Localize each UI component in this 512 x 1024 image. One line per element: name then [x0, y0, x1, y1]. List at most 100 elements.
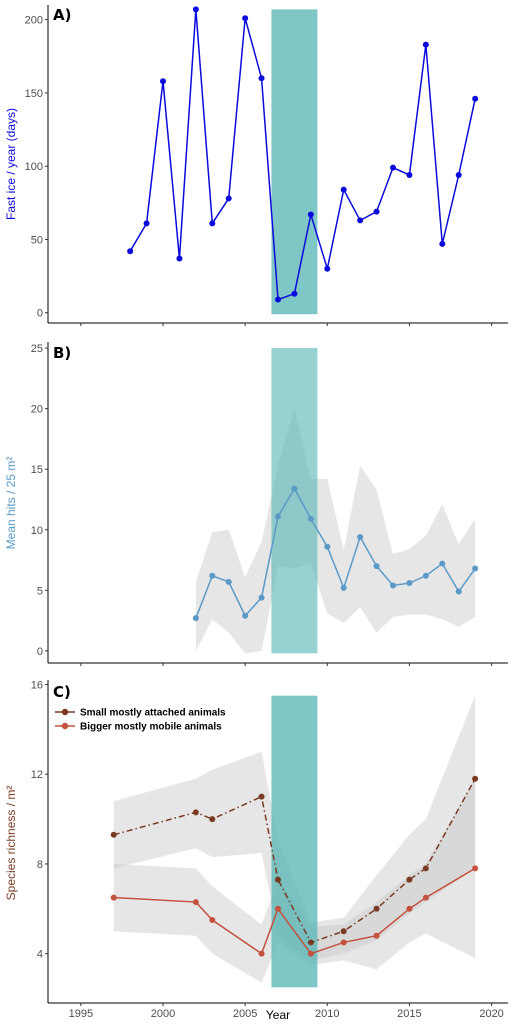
data-point [373, 563, 380, 570]
legend-label-1: Bigger mostly mobile animals [80, 722, 222, 733]
confidence-ribbon-1 [113, 778, 476, 983]
data-point [291, 290, 298, 297]
x-axis-title: Year [266, 1008, 290, 1022]
series-line-0 [129, 9, 476, 301]
data-point [143, 220, 150, 227]
data-point [472, 865, 479, 872]
panel-c-shade-layer [271, 695, 318, 988]
data-point [110, 894, 117, 901]
panel-a-ylabel: Fast ice / year (days) [4, 108, 18, 220]
panel-c-legend: Small mostly attached animals Bigger most… [55, 708, 226, 733]
data-point [406, 876, 413, 883]
data-point [258, 950, 265, 957]
data-point [242, 15, 249, 22]
data-point [422, 894, 429, 901]
legend-point-1 [61, 722, 69, 730]
y-tick-label: 0 [37, 646, 43, 658]
data-point [209, 816, 216, 823]
legend-label-0: Small mostly attached animals [80, 708, 226, 719]
data-point [373, 932, 380, 939]
data-point [422, 865, 429, 872]
data-point [176, 255, 183, 262]
panel-c-series-layer [110, 775, 479, 957]
data-point [406, 580, 413, 587]
panel-c-ylabel: Species richness / m² [4, 786, 18, 901]
confidence-ribbon-0 [113, 695, 476, 961]
y-tick-label: 5 [37, 585, 43, 597]
data-point [307, 211, 314, 218]
y-tick-label: 150 [25, 88, 43, 100]
data-point [160, 78, 166, 85]
panel-c-y-ticks: 4 8 12 16 [31, 679, 48, 961]
y-tick-label: 200 [25, 15, 43, 27]
panel-b-ylabel: Mean hits / 25 m² [4, 457, 18, 550]
data-point [258, 594, 265, 601]
y-tick-label: 16 [31, 679, 43, 691]
x-tick-label: 2005 [233, 1008, 257, 1020]
y-tick-label: 10 [31, 525, 43, 537]
data-point [472, 775, 479, 782]
legend-point-0 [61, 708, 69, 716]
data-point [275, 296, 281, 303]
data-point [373, 905, 380, 912]
y-tick-label: 50 [31, 234, 43, 246]
data-point [324, 543, 331, 550]
data-point [390, 164, 396, 171]
panel-a-label: A) [53, 6, 71, 24]
panel-c: C) Species richness / m² 4 8 12 16 1995 2000… [4, 679, 508, 1020]
data-point [258, 75, 265, 82]
panel-b-ribbons [195, 408, 476, 654]
y-tick-label: 8 [37, 859, 43, 871]
series-line-0 [195, 487, 476, 619]
panel-b: B) Mean hits / 25 m² 0 5 10 15 20 25 [4, 342, 508, 666]
data-point [455, 588, 462, 595]
x-tick-label: 2010 [315, 1008, 339, 1020]
data-point [439, 560, 446, 567]
data-point [307, 950, 314, 957]
x-tick-label: 2015 [397, 1008, 421, 1020]
data-point [225, 578, 232, 585]
data-point [340, 186, 347, 193]
data-point [275, 876, 281, 883]
y-tick-label: 20 [31, 404, 43, 416]
panel-c-label: C) [53, 683, 71, 701]
x-tick-label: 2020 [479, 1008, 503, 1020]
data-point [192, 6, 199, 13]
panel-b-label: B) [53, 344, 71, 362]
data-point [406, 905, 413, 912]
data-point [455, 171, 462, 178]
data-point [307, 515, 314, 522]
data-point [258, 793, 265, 800]
y-tick-label: 100 [25, 161, 43, 173]
panel-c-x-ticks: 1995 2000 2005 2010 2015 2020 [69, 1003, 504, 1020]
data-point [307, 939, 314, 946]
x-tick-label: 2000 [151, 1008, 175, 1020]
data-point [242, 612, 249, 619]
panel-a-shade-layer [271, 9, 318, 315]
panel-b-y-ticks: 0 5 10 15 20 25 [31, 343, 48, 658]
data-point [192, 899, 199, 906]
data-point [127, 248, 134, 255]
y-tick-label: 4 [37, 949, 43, 961]
shaded-period [271, 9, 318, 315]
data-point [439, 240, 446, 247]
panel-b-x-ticks [80, 663, 493, 666]
x-tick-label: 1995 [69, 1008, 93, 1020]
data-point [422, 572, 429, 579]
data-point [192, 809, 199, 816]
y-tick-label: 15 [31, 464, 43, 476]
y-tick-label: 0 [37, 308, 43, 320]
panel-b-series-layer [192, 485, 479, 622]
data-point [422, 41, 429, 48]
data-point [357, 534, 364, 541]
y-tick-label: 25 [31, 343, 43, 355]
data-point [291, 485, 298, 492]
data-point [472, 565, 479, 572]
confidence-ribbon-0 [195, 408, 476, 654]
data-point [340, 939, 347, 946]
data-point [324, 265, 331, 272]
data-point [192, 615, 199, 622]
panel-b-shade-layer [271, 348, 318, 654]
data-point [406, 171, 413, 178]
